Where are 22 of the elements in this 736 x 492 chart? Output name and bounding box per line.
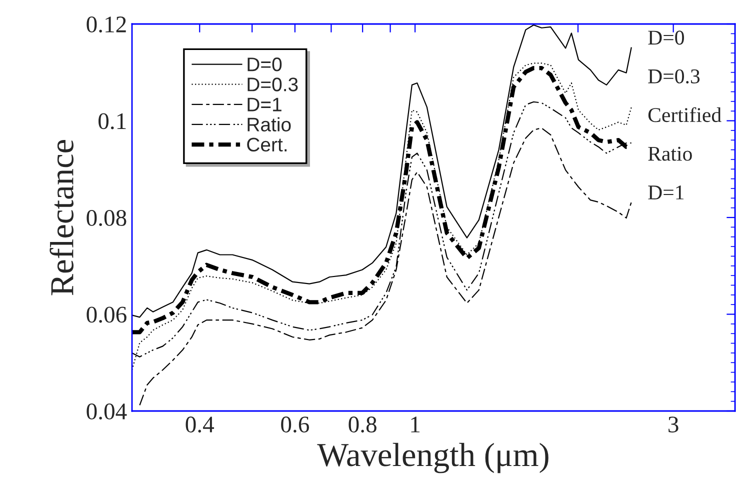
legend-label: Cert. (247, 138, 287, 152)
y-tick-label: 0.12 (86, 16, 126, 33)
x-tick-label: 3 (668, 416, 678, 432)
y-tick-label: 0.04 (86, 403, 127, 420)
y-tick-label: 0.08 (86, 210, 126, 226)
x-tick-label: 1 (411, 416, 420, 432)
legend-label: D=1 (248, 98, 282, 112)
legend-label: D=0 (248, 57, 282, 72)
legend-label: Ratio (248, 117, 291, 132)
x-tick-label: 0.4 (186, 416, 214, 433)
annotation: D=0.3 (648, 69, 700, 84)
legend-label: D=0.3 (248, 78, 298, 92)
x-axis-title: Wavelength (μm) (317, 442, 548, 474)
x-tick-label: 0.6 (281, 416, 310, 433)
annotation: Ratio (648, 146, 692, 161)
y-tick-label: 0.1 (98, 113, 126, 130)
y-axis-title: Reflectance (50, 140, 74, 296)
annotation: Certified (648, 107, 722, 122)
y-tick-label: 0.06 (86, 306, 126, 323)
annotation: D=1 (648, 186, 684, 200)
annotation: D=0 (648, 30, 684, 45)
x-tick-label: 0.8 (348, 416, 376, 433)
